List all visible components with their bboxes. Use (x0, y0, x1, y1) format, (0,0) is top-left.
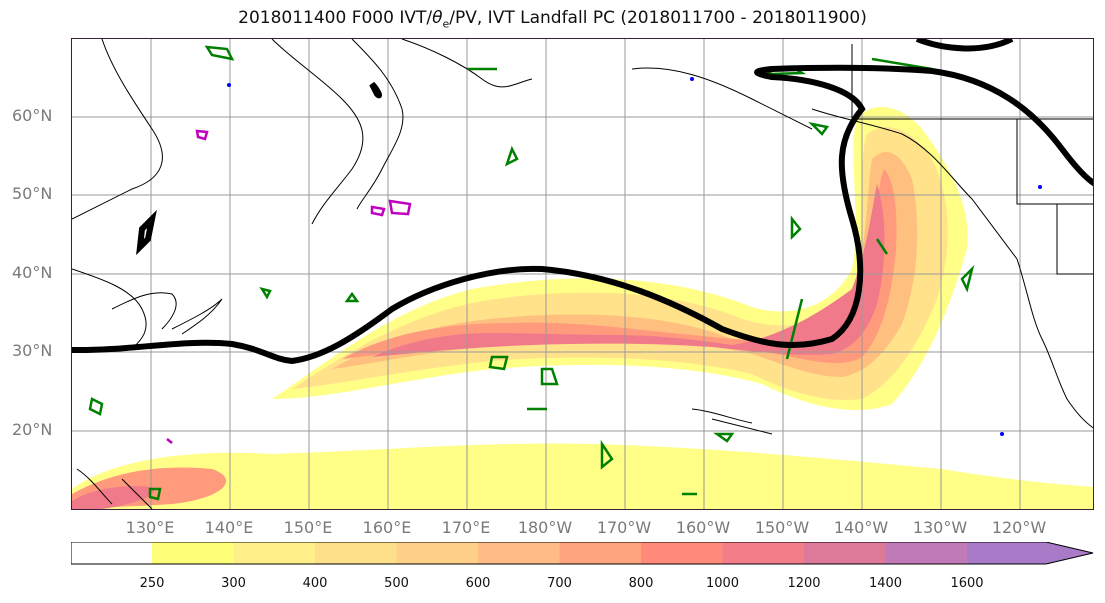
theta-contours (166, 129, 412, 444)
lat-label-60n: 60°N (12, 106, 53, 125)
lon-label-160e: 160°E (362, 518, 412, 537)
colorbar-tick-label: 800 (628, 576, 654, 591)
colorbar-segment (967, 542, 1049, 564)
colorbar-segment (152, 542, 234, 564)
lon-label-170w: 170°W (596, 518, 652, 537)
lon-label-130e: 130°E (125, 518, 175, 537)
colorbar-segment (559, 542, 642, 564)
colorbar-segment (315, 542, 397, 564)
colorbar-segment (233, 542, 316, 564)
colorbar-segment (478, 542, 560, 564)
figure-title: 2018011400 F000 IVT/θe/PV, IVT Landfall … (238, 8, 867, 31)
colorbar-tick-label: 400 (302, 576, 328, 591)
colorbar-segment (885, 542, 968, 564)
map-panel (71, 38, 1094, 510)
lon-label-150w: 150°W (754, 518, 810, 537)
lon-label-140w: 140°W (833, 518, 889, 537)
lat-label-40n: 40°N (12, 263, 53, 282)
colorbar-tick-label: 1200 (787, 576, 821, 591)
colorbar-tick-label: 500 (384, 576, 409, 591)
lat-label-30n: 30°N (12, 341, 53, 360)
colorbar-segment (1046, 542, 1093, 564)
colorbar-tick-label: 250 (139, 576, 165, 591)
lon-label-180w: 180°W (517, 518, 573, 537)
ivt-landfall-contour (72, 39, 1093, 365)
lat-label-20n: 20°N (12, 420, 53, 439)
map-canvas (72, 39, 1093, 509)
colorbar-tick-label: 1000 (705, 576, 740, 591)
lon-label-160w: 160°W (675, 518, 731, 537)
lat-label-50n: 50°N (12, 184, 53, 203)
lon-label-150e: 150°E (283, 518, 333, 537)
lon-label-120w: 120°W (991, 518, 1047, 537)
lon-label-130w: 130°W (912, 518, 968, 537)
colorbar-tick-label: 1600 (950, 576, 984, 591)
colorbar-segments (152, 542, 1093, 564)
colorbar-segment (396, 542, 479, 564)
coastlines (72, 39, 1093, 509)
colorbar-tick-label: 1400 (868, 576, 903, 591)
colorbar-outline (71, 542, 1094, 565)
colorbar-tick-label: 300 (221, 576, 246, 591)
colorbar (71, 542, 1094, 565)
colorbar-tick-label: 700 (547, 576, 572, 591)
lon-label-140e: 140°E (204, 518, 254, 537)
colorbar-tick-label: 600 (465, 576, 491, 591)
colorbar-segment (722, 542, 805, 564)
colorbar-segment-below (71, 542, 152, 564)
colorbar-segment (804, 542, 886, 564)
minor-contours (227, 77, 1042, 436)
colorbar-segment (641, 542, 723, 564)
lon-label-170e: 170°E (441, 518, 491, 537)
